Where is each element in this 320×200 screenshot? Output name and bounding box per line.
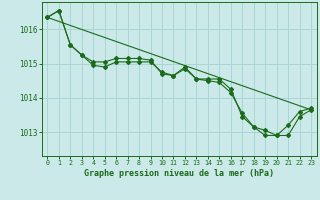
X-axis label: Graphe pression niveau de la mer (hPa): Graphe pression niveau de la mer (hPa) — [84, 169, 274, 178]
